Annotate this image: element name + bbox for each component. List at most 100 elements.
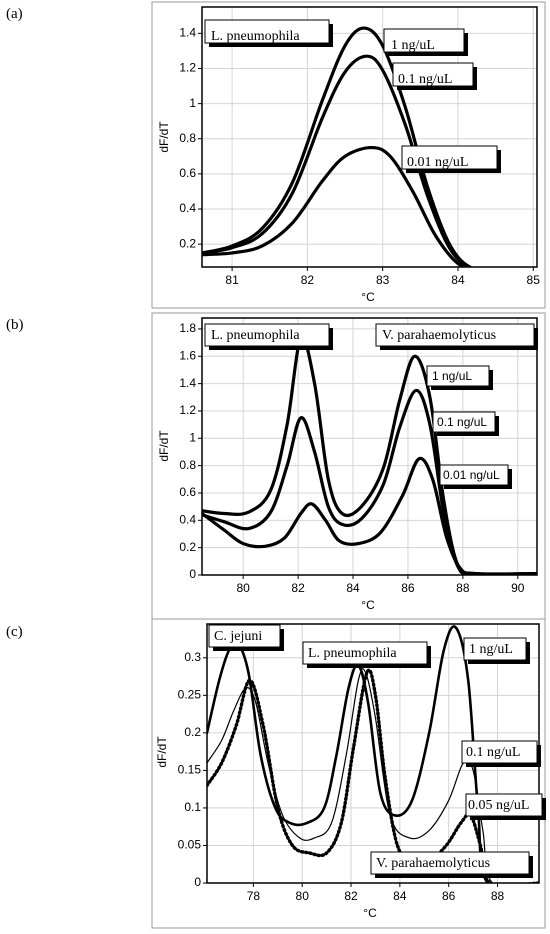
y-tick-label: 1.2 [179,61,196,75]
y-tick-label: 0.8 [179,131,196,145]
x-tick-label: 84 [451,273,465,287]
x-tick-label: 80 [296,889,310,903]
y-tick-label: 0.8 [179,458,196,472]
panel-a-label-l-pneumophila: L. pneumophila [204,19,333,47]
panel-a: 0.20.40.60.811.21.4 81 82 83 84 85 dF/dT °C … [151,1,546,309]
panel-a-y-axis-label: dF/dT [157,121,171,153]
y-tick-label: 0.6 [179,485,196,499]
panel-a-label-0.1ng: 0.1 ng/uL [392,62,477,90]
panel-b-curves [202,335,537,575]
svg-text:0.05 ng/uL: 0.05 ng/uL [468,798,529,813]
x-tick-label: 82 [344,889,358,903]
y-tick-label: 0.2 [184,725,201,739]
svg-text:C. jejuni: C. jejuni [214,629,262,644]
series-line-1-ng-ul [202,335,537,575]
y-tick-label: 0 [189,567,196,581]
panel-label-b: (b) [6,317,24,333]
panel-a-plot-border [201,6,538,268]
y-tick-label: 0.15 [178,763,202,777]
y-tick-label: 1 [189,430,196,444]
panel-label-c: (c) [6,624,23,640]
panel-c-label-0.05ng: 0.05 ng/uL [465,793,546,820]
x-tick-label: 82 [301,273,315,287]
x-tick-label: 78 [247,889,261,903]
y-tick-label: 1.8 [179,321,196,335]
panel-b-label-0.01ng: 0.01 ng/uL [439,464,512,489]
svg-text:0.1 ng/uL: 0.1 ng/uL [398,72,452,87]
y-tick-label: 1.2 [179,403,196,417]
svg-text:V. parahaemolyticus: V. parahaemolyticus [376,856,490,871]
svg-text:L. pneumophila: L. pneumophila [211,328,300,343]
panel-b-label-1ng: 1 ng/uL [426,365,493,390]
y-tick-label: 0.2 [179,236,196,250]
x-tick-label: 81 [225,273,239,287]
panel-c-label-1ng: 1 ng/uL [463,637,530,664]
panel-c-y-ticks: 0 0.05 0.1 0.15 0.2 0.25 0.3 [178,650,207,889]
y-tick-label: 0 [194,875,201,889]
panel-b: 00.20.40.60.811.21.41.61.8 80 82 84 86 88 90 … [151,312,546,620]
panel-label-a: (a) [6,6,23,22]
panel-c-label-c-jejuni: C. jejuni [208,624,284,651]
x-tick-label: 84 [393,889,407,903]
panel-b-x-ticks: 80 82 84 86 88 90 [237,575,525,595]
panel-a-x-ticks: 81 82 83 84 85 [225,267,540,287]
y-tick-label: 1 [189,96,196,110]
panel-b-plot-border [201,317,538,576]
y-tick-label: 0.25 [178,687,202,701]
svg-text:1 ng/uL: 1 ng/uL [469,642,513,657]
x-tick-label: 84 [346,581,360,595]
panel-b-y-axis-label: dF/dT [157,430,171,462]
x-tick-label: 80 [237,581,251,595]
panel-b-grid [202,318,537,576]
svg-text:1 ng/uL: 1 ng/uL [432,369,472,383]
svg-text:L. pneumophila: L. pneumophila [211,29,300,44]
panel-c-label-l-pneumophila: L. pneumophila [302,641,431,668]
x-tick-label: 82 [291,581,305,595]
y-tick-label: 0.6 [179,166,196,180]
svg-text:1 ng/uL: 1 ng/uL [391,38,435,53]
y-tick-label: 0.4 [179,512,196,526]
panel-c-label-v-parahaemolyticus: V. parahaemolyticus [370,851,533,878]
y-tick-label: 1.4 [179,376,196,390]
series-line-0-1-ng-ul [202,54,473,267]
y-tick-label: 1.4 [179,26,196,40]
y-tick-label: 0.3 [184,650,201,664]
series-line-0-01-ng-ul [202,456,537,575]
panel-a-label-1ng: 1 ng/uL [383,28,468,56]
y-tick-label: 1.6 [179,348,196,362]
series-line-0-05-ng-ul [207,668,539,883]
svg-text:0.1 ng/uL: 0.1 ng/uL [437,415,487,429]
panel-a-x-axis-label: °C [361,290,375,304]
series-line-0-1-ng-ul [202,388,537,575]
panel-a-curves [202,26,474,267]
panel-a-y-ticks: 0.2 0.4 0.6 0.8 1 1.2 1.4 [179,26,202,250]
svg-text:0.01 ng/uL: 0.01 ng/uL [407,155,468,170]
x-tick-label: 83 [376,273,390,287]
svg-text:0.1 ng/uL: 0.1 ng/uL [466,745,520,760]
x-tick-label: 88 [491,889,505,903]
x-tick-label: 86 [401,581,415,595]
y-tick-label: 0.05 [178,838,202,852]
panel-b-x-axis-label: °C [361,598,375,612]
series-line-0-01-ng-ul [202,145,470,267]
panel-c-y-axis-label: dF/dT [155,736,169,768]
y-tick-label: 0.1 [184,800,201,814]
y-tick-label: 0.4 [179,201,196,215]
x-tick-label: 88 [456,581,470,595]
y-tick-label: 0.2 [179,540,196,554]
panel-c-label-0.1ng: 0.1 ng/uL [461,740,541,767]
x-tick-label: 85 [527,273,541,287]
svg-text:0.01 ng/uL: 0.01 ng/uL [443,468,500,482]
panel-b-y-ticks: 0 0.2 0.4 0.6 0.8 1 1.2 1.4 1.6 1.8 [179,321,202,581]
panel-b-label-l-pneumophila: L. pneumophila [204,323,333,350]
panel-c-x-ticks: 78 80 82 84 86 88 [247,883,505,903]
panel-c: 0 0.05 0.1 0.15 0.2 0.25 0.3 78 80 82 84 86 88 dF/d… [151,618,546,929]
panel-b-label-0.1ng: 0.1 ng/uL [432,411,499,436]
x-tick-label: 86 [442,889,456,903]
svg-text:V. parahaemolyticus: V. parahaemolyticus [382,328,496,343]
panel-a-label-0.01ng: 0.01 ng/uL [401,145,501,173]
panel-b-label-v-parahaemolyticus: V. parahaemolyticus [375,323,538,350]
svg-text:L. pneumophila: L. pneumophila [308,646,397,661]
x-tick-label: 90 [511,581,525,595]
